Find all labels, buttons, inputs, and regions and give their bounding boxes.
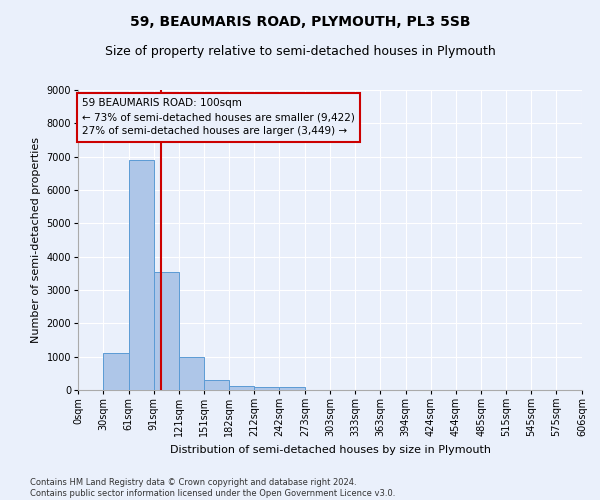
Bar xyxy=(203,380,229,390)
Y-axis label: Number of semi-detached properties: Number of semi-detached properties xyxy=(31,137,41,343)
Bar xyxy=(179,356,203,390)
Bar xyxy=(129,160,154,390)
Text: Contains HM Land Registry data © Crown copyright and database right 2024.
Contai: Contains HM Land Registry data © Crown c… xyxy=(30,478,395,498)
Bar xyxy=(254,388,279,390)
Text: 59 BEAUMARIS ROAD: 100sqm
← 73% of semi-detached houses are smaller (9,422)
27% : 59 BEAUMARIS ROAD: 100sqm ← 73% of semi-… xyxy=(82,98,355,136)
Bar xyxy=(279,388,305,390)
Text: 59, BEAUMARIS ROAD, PLYMOUTH, PL3 5SB: 59, BEAUMARIS ROAD, PLYMOUTH, PL3 5SB xyxy=(130,15,470,29)
Bar xyxy=(229,386,254,390)
Bar xyxy=(103,354,129,390)
Bar xyxy=(154,272,179,390)
Text: Size of property relative to semi-detached houses in Plymouth: Size of property relative to semi-detach… xyxy=(104,45,496,58)
X-axis label: Distribution of semi-detached houses by size in Plymouth: Distribution of semi-detached houses by … xyxy=(170,445,491,455)
